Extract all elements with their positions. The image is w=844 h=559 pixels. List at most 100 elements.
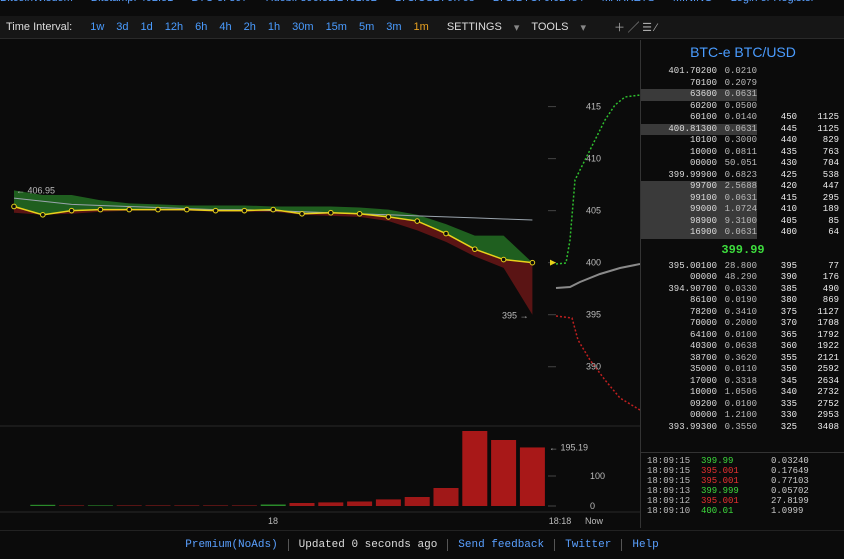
book-row: 395.00100 28.800 395 77 (641, 261, 844, 273)
depth-bid (555, 94, 640, 265)
volume-bar (145, 505, 171, 506)
footer-link[interactable]: Send feedback (447, 539, 554, 551)
book-row: 401.70200 0.0210 (641, 66, 844, 78)
interval[interactable]: 4h (219, 21, 232, 33)
book-cell: 0.0210 (724, 66, 757, 76)
book-cell: 60100 (689, 112, 717, 122)
price-point (68, 207, 75, 214)
annotation: 395 → (502, 311, 529, 321)
book-cell: 450 (780, 112, 797, 122)
depth-mid (555, 263, 640, 289)
trade-cell: 18:09:12 (647, 496, 691, 506)
book-cell: 393.99300 (668, 421, 717, 432)
settings-menu[interactable]: SETTINGS (446, 21, 502, 33)
book-cell: 365 (780, 329, 797, 340)
trade-row: 18:09:15 395.001 0.77103 (641, 476, 844, 486)
interval[interactable]: 1h (267, 21, 281, 33)
interval[interactable]: 1d (140, 21, 153, 33)
book-cell: 98900 (641, 215, 721, 227)
annotation: ← 195.19 (549, 442, 588, 452)
book-cell: 370 (780, 318, 797, 328)
top-item[interactable]: Huobi: 396.31/2461.02 (266, 0, 377, 4)
book-cell: 340 (780, 387, 797, 397)
book-row: 17000 0.3318 345 2634 (641, 376, 844, 388)
trade-cell: 0.05702 (771, 486, 809, 496)
interval[interactable]: 3d (116, 21, 129, 33)
order-book-title: BTC-e BTC/USD (690, 44, 796, 60)
y-tick-label: 410 (586, 154, 601, 164)
book-cell: 0.6823 (724, 169, 757, 180)
book-cell: 360 (780, 341, 797, 351)
tools-menu[interactable]: TOOLS (531, 21, 569, 33)
book-cell: 0.3410 (724, 306, 757, 317)
book-cell: 0.0100 (724, 398, 757, 409)
y-tick-label: 415 (586, 102, 601, 112)
book-cell: 1922 (817, 341, 839, 351)
volume-bar (203, 505, 229, 506)
book-row: 99700 2.5688 420 447 (641, 181, 844, 193)
volume-bar (491, 440, 517, 506)
book-cell: 0.0110 (724, 364, 757, 374)
interval[interactable]: 15m (325, 21, 347, 33)
top-item[interactable]: LTC/BTC: 0.02434 (493, 0, 584, 4)
top-item[interactable]: BitcoinWisdom (0, 0, 73, 4)
interval[interactable]: 12h (164, 21, 184, 33)
book-cell: 405 (780, 215, 797, 226)
book-cell: 3408 (817, 421, 839, 432)
book-cell: 1792 (817, 329, 839, 340)
chart: 390 395 400 405 410 415 ← 406.95 395 → 0 100 ← 195… (0, 94, 640, 526)
volume-bar (318, 502, 344, 506)
trade-cell: 18:09:15 (647, 456, 691, 466)
book-cell: 335 (780, 398, 797, 409)
book-row: 60100 0.0140 450 1125 (641, 112, 844, 124)
interval[interactable]: 6h (195, 21, 208, 33)
price-point (97, 206, 104, 213)
x-label: 18:18 (549, 516, 572, 526)
book-cell: 415 (780, 192, 797, 203)
footer: Premium(NoAds) Updated 0 seconds ago Send … (0, 530, 844, 559)
price-point (241, 207, 248, 214)
interval[interactable]: 1m (413, 21, 429, 33)
interval[interactable]: 2h (243, 21, 256, 33)
book-cell: 395.00100 (668, 260, 717, 271)
book-cell: 538 (822, 169, 839, 180)
interval[interactable]: 5m (358, 21, 375, 33)
book-row: 00000 50.051 430 704 (641, 158, 844, 170)
book-cell: 0.3000 (724, 135, 757, 145)
top-item[interactable]: LTC/USD: 9.768 (395, 0, 475, 4)
footer-link[interactable]: Premium(NoAds) (185, 539, 278, 551)
top-item[interactable]: MARKETS (602, 0, 655, 4)
trade-cell: 0.03240 (771, 456, 809, 466)
book-cell: 38700 (689, 352, 717, 363)
book-row: 40300 0.0638 360 1922 (641, 341, 844, 353)
book-cell: 330 (780, 410, 797, 420)
book-cell: 390 (780, 272, 797, 282)
price-point (328, 209, 334, 216)
order-book: BTC-e BTC/USD 401.70200 0.0210 70100 0.2079… (640, 40, 844, 528)
price-point (500, 256, 507, 263)
top-item[interactable]: MINING (673, 0, 713, 4)
top-item[interactable]: BTC-e: 397 (191, 0, 247, 4)
book-cell: 99100 (641, 192, 721, 204)
dropdown-arrow: ▾ (513, 21, 520, 34)
top-item[interactable]: Bitstamp: 402.51 (91, 0, 174, 4)
price-point (443, 230, 449, 237)
book-cell: 295 (822, 192, 839, 203)
footer-link[interactable]: Twitter (554, 539, 621, 551)
interval[interactable]: 3m (386, 21, 402, 33)
book-cell: 48.290 (724, 272, 757, 282)
book-row: 10100 0.3000 440 829 (641, 135, 844, 147)
interval[interactable]: 30m (292, 21, 314, 33)
book-cell: 17000 (689, 375, 717, 386)
draw-tools[interactable]: ＋ ╱ ☰ ⁄ (613, 22, 657, 34)
book-cell: 28.800 (724, 260, 757, 271)
book-cell: 63600 (641, 89, 721, 101)
top-item[interactable]: Login or Register (731, 0, 815, 4)
book-cell: 704 (822, 158, 839, 168)
footer-link[interactable]: Help (621, 539, 668, 551)
book-cell: 9.3100 (721, 215, 757, 227)
toolbar: Time Interval: 1w 3d 1d 12h 6h 4h 2h 1h 30m 15m 5m… (0, 16, 844, 39)
book-cell: 1708 (817, 318, 839, 328)
volume-bar (519, 447, 545, 506)
interval[interactable]: 1w (90, 21, 105, 33)
